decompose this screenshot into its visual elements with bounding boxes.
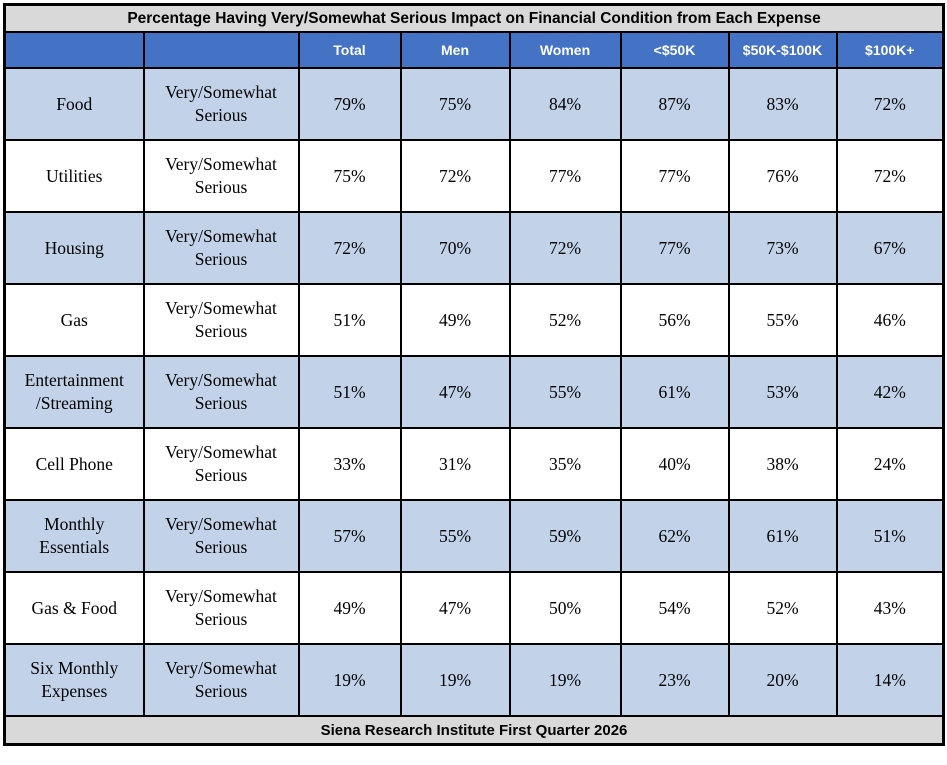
value-cell: 49% (399, 283, 511, 357)
expense-cell: Gas (3, 283, 145, 357)
header-cell-under-50k: <$50K (619, 31, 730, 69)
value-cell: 19% (508, 643, 622, 717)
table-row: Monthly Essentials Very/Somewhat Serious 5… (3, 499, 945, 573)
value-cell: 23% (619, 643, 730, 717)
value-cell: 67% (835, 211, 945, 285)
value-cell: 14% (835, 643, 945, 717)
table-row: Entertainment /Streaming Very/Somewhat Se… (3, 355, 945, 429)
value-cell: 33% (297, 427, 402, 501)
value-cell: 42% (835, 355, 945, 429)
value-cell: 61% (619, 355, 730, 429)
header-row: Total Men Women <$50K $50K-$100K $100K+ (3, 31, 945, 69)
expense-cell: Monthly Essentials (3, 499, 145, 573)
value-cell: 75% (297, 139, 402, 213)
expense-cell: Gas & Food (3, 571, 145, 645)
measure-cell: Very/Somewhat Serious (142, 283, 300, 357)
value-cell: 52% (727, 571, 838, 645)
value-cell: 40% (619, 427, 730, 501)
table-title: Percentage Having Very/Somewhat Serious … (3, 3, 945, 33)
table-row: Gas Very/Somewhat Serious 51% 49% 52% 56% 55% 4… (3, 283, 945, 357)
value-cell: 50% (508, 571, 622, 645)
value-cell: 46% (835, 283, 945, 357)
value-cell: 31% (399, 427, 511, 501)
table-row: Cell Phone Very/Somewhat Serious 33% 31% 35%… (3, 427, 945, 501)
value-cell: 49% (297, 571, 402, 645)
table-row: Food Very/Somewhat Serious 79% 75% 84% 87% 83%… (3, 67, 945, 141)
value-cell: 19% (297, 643, 402, 717)
value-cell: 62% (619, 499, 730, 573)
value-cell: 35% (508, 427, 622, 501)
header-cell-measure (142, 31, 300, 69)
value-cell: 73% (727, 211, 838, 285)
header-cell-100k-plus: $100K+ (835, 31, 945, 69)
page: Percentage Having Very/Somewhat Serious … (3, 3, 946, 746)
value-cell: 70% (399, 211, 511, 285)
value-cell: 77% (619, 139, 730, 213)
value-cell: 52% (508, 283, 622, 357)
value-cell: 84% (508, 67, 622, 141)
value-cell: 72% (835, 67, 945, 141)
table-footer: Siena Research Institute First Quarter 2… (3, 715, 945, 746)
value-cell: 47% (399, 355, 511, 429)
table-body: Food Very/Somewhat Serious 79% 75% 84% 87% 83%… (3, 67, 945, 717)
expense-cell: Food (3, 67, 145, 141)
measure-cell: Very/Somewhat Serious (142, 571, 300, 645)
value-cell: 83% (727, 67, 838, 141)
footer-row: Siena Research Institute First Quarter 2… (3, 715, 945, 746)
value-cell: 87% (619, 67, 730, 141)
value-cell: 75% (399, 67, 511, 141)
value-cell: 61% (727, 499, 838, 573)
measure-cell: Very/Somewhat Serious (142, 643, 300, 717)
measure-cell: Very/Somewhat Serious (142, 67, 300, 141)
header-cell-total: Total (297, 31, 402, 69)
value-cell: 72% (297, 211, 402, 285)
title-row: Percentage Having Very/Somewhat Serious … (3, 3, 945, 33)
table-row: Six Monthly Expenses Very/Somewhat Seriou… (3, 643, 945, 717)
expense-cell: Housing (3, 211, 145, 285)
expense-cell: Entertainment /Streaming (3, 355, 145, 429)
measure-cell: Very/Somewhat Serious (142, 211, 300, 285)
value-cell: 43% (835, 571, 945, 645)
measure-cell: Very/Somewhat Serious (142, 139, 300, 213)
value-cell: 51% (835, 499, 945, 573)
table-row: Housing Very/Somewhat Serious 72% 70% 72% 77%… (3, 211, 945, 285)
value-cell: 47% (399, 571, 511, 645)
value-cell: 77% (619, 211, 730, 285)
value-cell: 55% (399, 499, 511, 573)
header-cell-women: Women (508, 31, 622, 69)
expense-cell: Cell Phone (3, 427, 145, 501)
value-cell: 76% (727, 139, 838, 213)
value-cell: 59% (508, 499, 622, 573)
value-cell: 38% (727, 427, 838, 501)
table-row: Gas & Food Very/Somewhat Serious 49% 47% 50%… (3, 571, 945, 645)
value-cell: 55% (727, 283, 838, 357)
measure-cell: Very/Somewhat Serious (142, 499, 300, 573)
expense-cell: Utilities (3, 139, 145, 213)
value-cell: 24% (835, 427, 945, 501)
impact-table: Percentage Having Very/Somewhat Serious … (3, 3, 946, 746)
table-row: Utilities Very/Somewhat Serious 75% 72% 77% 7… (3, 139, 945, 213)
value-cell: 51% (297, 355, 402, 429)
value-cell: 79% (297, 67, 402, 141)
value-cell: 54% (619, 571, 730, 645)
value-cell: 72% (508, 211, 622, 285)
header-cell-men: Men (399, 31, 511, 69)
value-cell: 20% (727, 643, 838, 717)
value-cell: 19% (399, 643, 511, 717)
value-cell: 56% (619, 283, 730, 357)
value-cell: 57% (297, 499, 402, 573)
value-cell: 77% (508, 139, 622, 213)
header-cell-50k-100k: $50K-$100K (727, 31, 838, 69)
value-cell: 51% (297, 283, 402, 357)
expense-cell: Six Monthly Expenses (3, 643, 145, 717)
measure-cell: Very/Somewhat Serious (142, 355, 300, 429)
value-cell: 72% (399, 139, 511, 213)
value-cell: 55% (508, 355, 622, 429)
value-cell: 72% (835, 139, 945, 213)
header-cell-expense (3, 31, 145, 69)
measure-cell: Very/Somewhat Serious (142, 427, 300, 501)
value-cell: 53% (727, 355, 838, 429)
